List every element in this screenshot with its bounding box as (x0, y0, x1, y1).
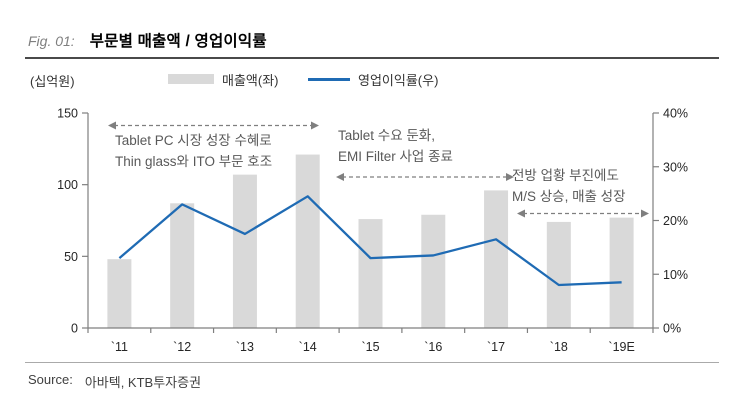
legend-item-opmargin: 영업이익률(우) (308, 68, 438, 90)
annotation-recovery-period: 전방 업황 부진에도 M/S 상승, 매출 성장 (512, 165, 626, 207)
revenue-bar (170, 203, 195, 328)
source-label: Source: (28, 372, 73, 387)
left-axis-tick-label: 50 (64, 250, 78, 264)
figure-title: 부문별 매출액 / 영업이익률 (89, 33, 267, 50)
revenue-bar (609, 217, 634, 328)
x-axis-label: `11 (111, 340, 128, 354)
left-axis-tick-label: 100 (57, 178, 78, 192)
legend-item-revenue: 매출액(좌) (168, 68, 279, 90)
revenue-bar (421, 214, 446, 328)
x-axis-label: `17 (487, 340, 505, 354)
x-axis-label: `16 (424, 340, 442, 354)
revenue-bar (107, 259, 132, 328)
x-axis-label: `15 (361, 340, 379, 354)
annotation-line: Thin glass와 ITO 부문 호조 (115, 154, 273, 169)
source-divider (25, 362, 719, 363)
legend-opmargin-label: 영업이익률(우) (358, 72, 439, 88)
annotation-line: Tablet 수요 둔화, (338, 128, 435, 143)
annotation-line: M/S 상승, 매출 성장 (512, 189, 626, 204)
right-axis-tick-label: 20% (663, 214, 688, 228)
left-axis-tick-label: 0 (71, 322, 78, 336)
revenue-bar (358, 219, 383, 328)
source-value: 아바텍, KTB투자증권 (84, 375, 202, 390)
revenue-bar (232, 174, 257, 328)
opmargin-line-swatch-icon (308, 77, 350, 81)
arrow-head-icon (108, 121, 116, 130)
annotation-slowdown-period: Tablet 수요 둔화, EMI Filter 사업 종료 (338, 125, 453, 167)
x-axis-label: `19E (608, 340, 634, 354)
annotation-line: Tablet PC 시장 성장 수혜로 (115, 133, 272, 148)
axis-unit-label: (십억원) (30, 74, 75, 89)
arrow-head-icon (336, 173, 344, 181)
x-axis-label: `13 (236, 340, 254, 354)
legend-revenue-label: 매출액(좌) (222, 72, 279, 88)
revenue-bar-swatch-icon (168, 74, 214, 84)
opmargin-line (118, 195, 622, 287)
arrow-head-icon (311, 121, 319, 130)
x-axis-label: `14 (299, 340, 317, 354)
right-axis-tick-label: 10% (663, 268, 688, 282)
right-axis-tick-label: 30% (663, 160, 688, 174)
annotation-growth-period: Tablet PC 시장 성장 수혜로 Thin glass와 ITO 부문 호… (115, 130, 272, 172)
revenue-bar (484, 190, 509, 328)
figure-header: Fig. 01: 부문별 매출액 / 영업이익률 (28, 29, 267, 51)
annotation-line: EMI Filter 사업 종료 (338, 149, 453, 164)
right-axis-tick-label: 40% (663, 107, 688, 121)
arrow-head-icon (641, 209, 649, 218)
title-divider (25, 57, 719, 59)
x-axis-label: `18 (550, 340, 568, 354)
arrow-head-icon (517, 209, 525, 218)
source-line: Source: 아바텍, KTB투자증권 (28, 372, 201, 391)
revenue-bar (546, 221, 571, 328)
figure-number-label: Fig. 01: (28, 33, 75, 49)
x-axis-label: `12 (173, 340, 191, 354)
arrow-head-icon (506, 173, 514, 181)
right-axis-tick-label: 0% (663, 322, 681, 336)
annotation-line: 전방 업황 부진에도 (512, 168, 619, 183)
left-axis-tick-label: 150 (57, 107, 78, 121)
revenue-bar (295, 154, 320, 328)
